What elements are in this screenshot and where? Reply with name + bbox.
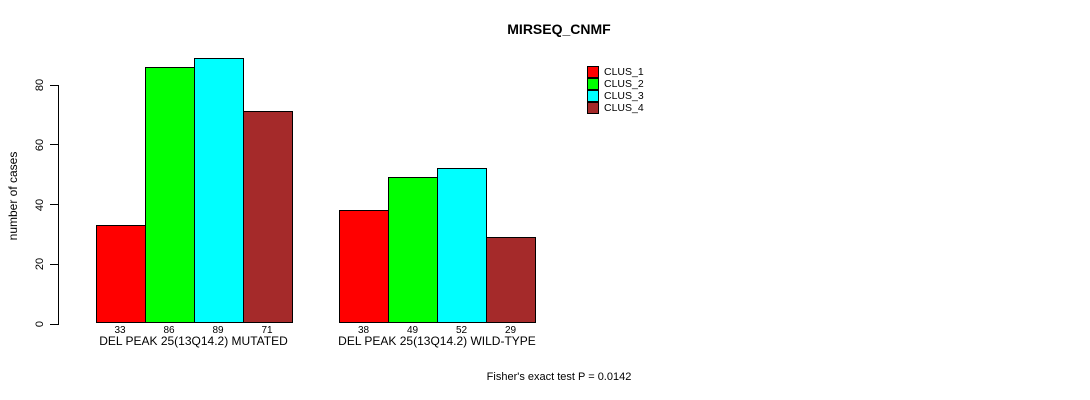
legend-item: CLUS_1 <box>587 66 644 78</box>
group-label: DEL PEAK 25(13Q14.2) MUTATED <box>99 334 288 348</box>
legend-label: CLUS_1 <box>604 66 644 78</box>
legend-item: CLUS_3 <box>587 90 644 102</box>
y-tick <box>50 323 58 325</box>
legend-label: CLUS_4 <box>604 102 644 114</box>
legend-label: CLUS_2 <box>604 78 644 90</box>
y-tick-label: 20 <box>34 258 46 271</box>
y-tick-label: 40 <box>34 198 46 211</box>
bar-value-label: 33 <box>114 325 126 336</box>
y-axis-label: number of cases <box>6 151 20 241</box>
bar-clus_3-group1 <box>193 57 244 324</box>
bar-clus_2-group1 <box>144 66 195 324</box>
bar-clus_1-group1 <box>95 224 146 324</box>
y-tick <box>50 263 58 265</box>
y-axis-line <box>58 84 59 325</box>
chart-title: MIRSEQ_CNMF <box>507 21 611 37</box>
bar-value-label: 71 <box>261 325 273 336</box>
y-tick <box>50 144 58 146</box>
y-tick <box>50 84 58 86</box>
legend-swatch <box>587 90 599 102</box>
y-tick-label: 80 <box>34 78 46 92</box>
bar-value-label: 29 <box>504 325 517 336</box>
y-tick <box>50 204 58 205</box>
legend-swatch <box>587 78 599 90</box>
footnote: Fisher's exact test P = 0.0142 <box>486 371 632 383</box>
legend-item: CLUS_4 <box>587 102 644 114</box>
bar-value-label: 89 <box>212 325 224 336</box>
legend: CLUS_1 CLUS_2 CLUS_3 CLUS_4 <box>587 66 644 114</box>
bar-clus_2-group2 <box>388 177 438 324</box>
bar-value-label: 38 <box>357 325 370 336</box>
bar-value-label: 49 <box>406 325 419 336</box>
y-tick-label: 0 <box>34 320 46 328</box>
bar-value-label: 86 <box>163 325 175 336</box>
legend-swatch <box>587 66 599 78</box>
group-label: DEL PEAK 25(13Q14.2) WILD-TYPE <box>338 334 536 348</box>
y-tick-label: 60 <box>34 138 46 151</box>
bar-clus_4-group2 <box>486 236 536 324</box>
bar-clus_1-group2 <box>339 209 389 324</box>
bar-clus_4-group1 <box>242 111 293 324</box>
legend-swatch <box>587 102 599 114</box>
bar-value-label: 52 <box>455 325 468 336</box>
legend-label: CLUS_3 <box>604 90 644 102</box>
bar-clus_3-group2 <box>437 168 487 324</box>
legend-item: CLUS_2 <box>587 78 644 90</box>
